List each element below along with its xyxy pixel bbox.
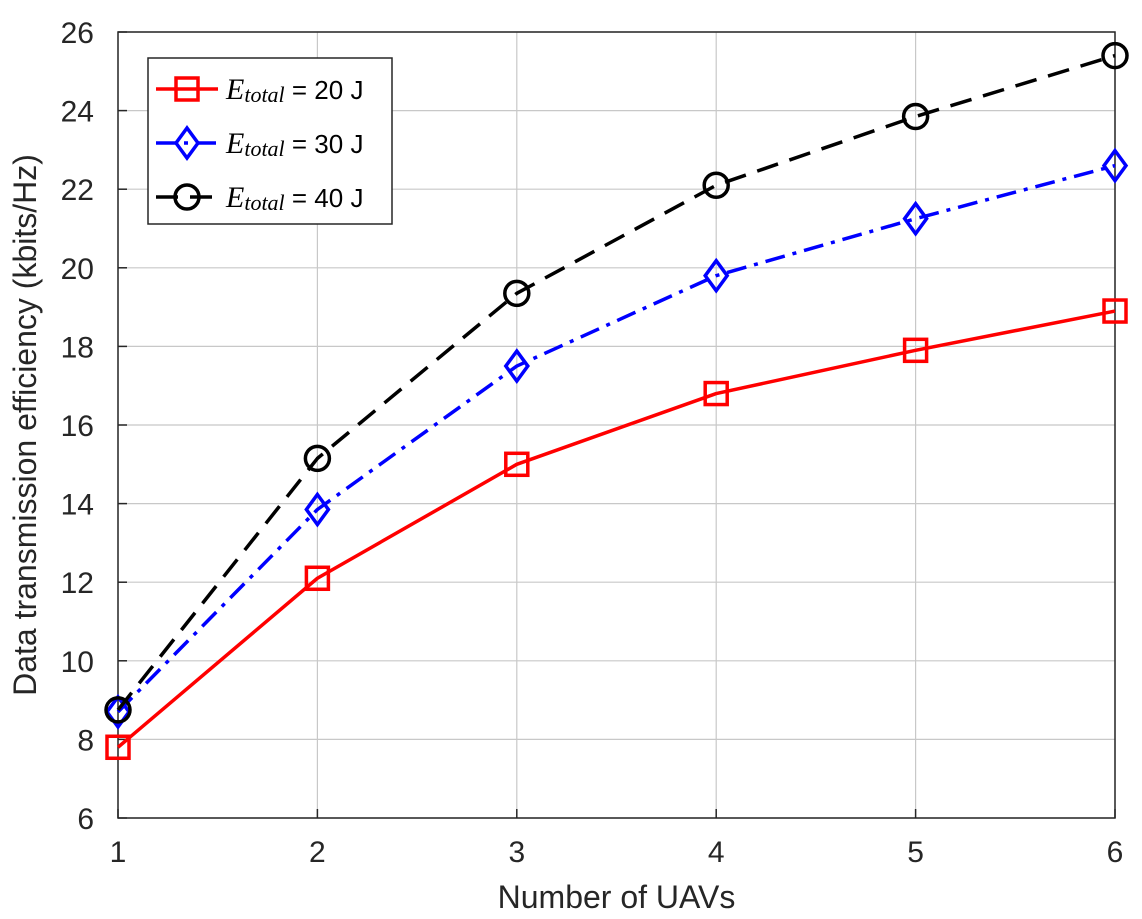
x-tick-label: 5: [907, 836, 924, 869]
x-axis-ticks: 1 2 3 4 5 6: [110, 809, 1124, 869]
y-tick-label: 26: [61, 17, 94, 50]
data-point: [702, 171, 730, 200]
series-2: [104, 147, 1129, 730]
legend-box: [147, 57, 393, 225]
series-line: [116, 309, 1116, 749]
legend: Etotal = 20 J Etotal = 30 J Etotal = 40 J: [147, 57, 393, 225]
data-point: [304, 491, 331, 528]
y-tick-label: 22: [61, 174, 94, 207]
x-axis-label: Number of UAVs: [498, 879, 736, 915]
legend-marker: [174, 76, 200, 102]
data-point: [104, 693, 132, 730]
data-point: [304, 565, 331, 592]
x-tick-label: 1: [110, 836, 127, 869]
data-point: [105, 734, 131, 761]
legend-label: Etotal = 40 J: [225, 181, 363, 215]
x-tick-label: 3: [508, 836, 525, 869]
x-tick-label: 4: [708, 836, 725, 869]
y-tick-label: 12: [61, 567, 94, 600]
y-axis-label: Data transmission efficiency (kbits/Hz): [7, 154, 43, 696]
legend-entry: Etotal = 40 J: [156, 181, 363, 215]
legend-entry: Etotal = 30 J: [156, 125, 363, 161]
data-point: [504, 451, 530, 478]
data-point: [703, 257, 730, 294]
data-point: [1101, 147, 1129, 184]
y-tick-label: 16: [61, 410, 94, 443]
data-point: [1102, 298, 1128, 324]
series-3: [104, 41, 1129, 724]
x-tick-label: 2: [309, 836, 326, 869]
data-point: [902, 337, 929, 364]
series-1: [105, 298, 1128, 761]
y-tick-label: 20: [61, 253, 94, 286]
legend-marker: [173, 183, 201, 211]
data-point: [902, 200, 929, 237]
data-point: [503, 279, 531, 308]
legend-marker: [173, 125, 201, 161]
data-point: [104, 696, 132, 724]
y-tick-label: 18: [61, 331, 94, 364]
x-tick-label: 6: [1107, 836, 1124, 869]
legend-entry: Etotal = 20 J: [156, 73, 363, 107]
y-axis-ticks: 6 8 10 12 14 16 18 20 22 24 26: [61, 17, 127, 836]
data-point: [703, 380, 729, 407]
legend-label: Etotal = 30 J: [225, 127, 363, 161]
y-tick-label: 10: [61, 646, 94, 679]
series-line: [116, 53, 1116, 712]
data-point: [1101, 41, 1129, 70]
series-line: [116, 163, 1116, 714]
legend-label: Etotal = 20 J: [225, 73, 363, 107]
y-tick-label: 8: [77, 724, 94, 757]
y-tick-label: 24: [61, 96, 94, 129]
series-group: [104, 41, 1129, 761]
data-point: [303, 444, 332, 473]
data-point: [503, 348, 530, 385]
y-tick-label: 6: [77, 803, 94, 836]
data-point: [901, 102, 930, 131]
y-tick-label: 14: [61, 489, 94, 522]
